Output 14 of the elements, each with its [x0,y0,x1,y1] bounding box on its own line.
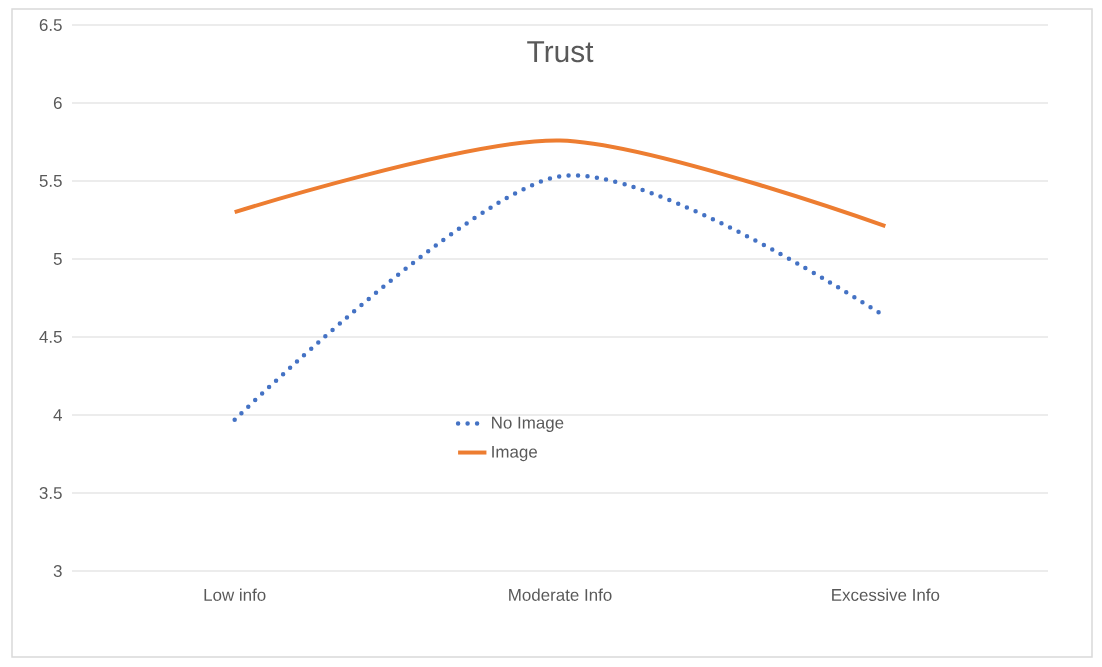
y-tick-label: 4.5 [39,331,62,343]
chart-title: Trust [527,41,594,63]
legend-label: No Image [492,416,564,432]
y-tick-label: 3.5 [39,486,62,499]
y-tick-label: 4 [53,409,62,421]
x-tick-label: Low info [204,588,266,601]
legend-label: Image [492,445,537,462]
y-tick-label: 6 [53,96,62,109]
y-tick-label: 3 [53,564,62,577]
x-tick-label: Excessive Info [832,588,940,601]
y-tick-label: 5.5 [39,175,62,187]
y-tick-label: 5 [53,253,62,265]
x-tick-label: Moderate Info [509,588,612,601]
y-tick-label: 6.5 [39,18,62,31]
